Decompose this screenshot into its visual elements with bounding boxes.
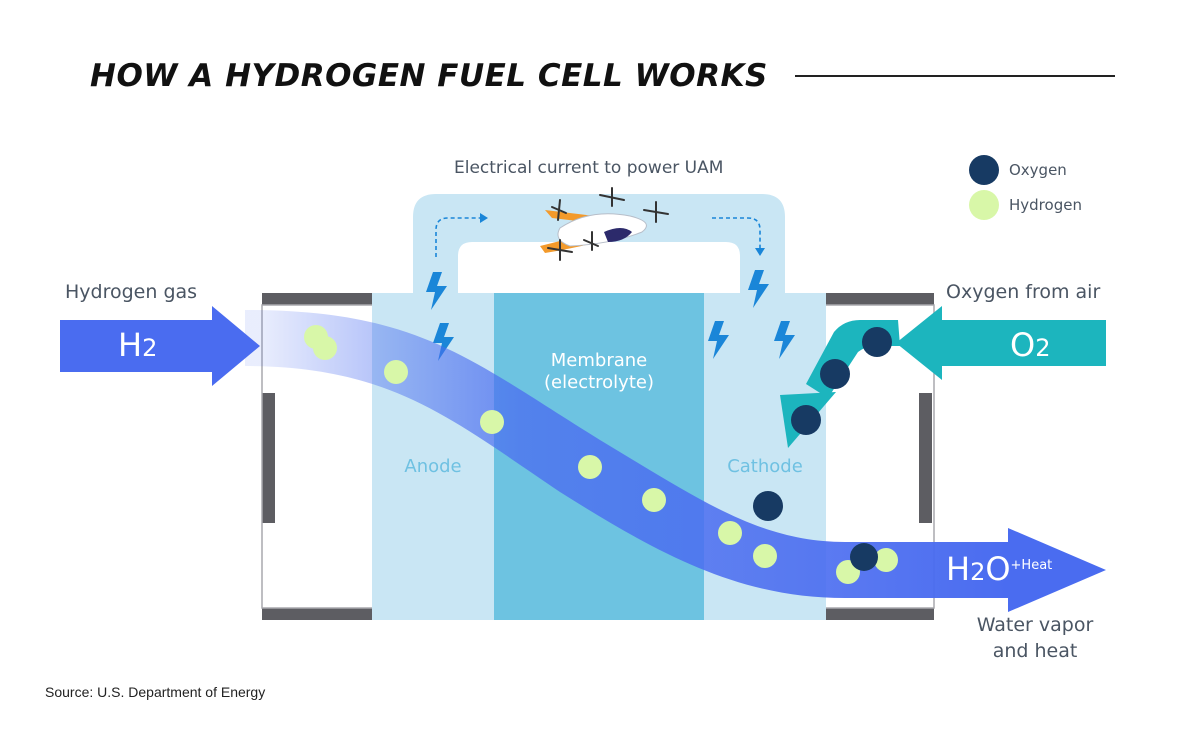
water-vapor-label: Water vapor and heat bbox=[955, 612, 1115, 664]
hydrogen-particle bbox=[874, 548, 898, 572]
hydrogen-particle bbox=[313, 336, 337, 360]
membrane-label: Membrane (electrolyte) bbox=[494, 350, 704, 394]
legend-hydrogen-label: Hydrogen bbox=[1009, 196, 1082, 214]
hydrogen-particle bbox=[384, 360, 408, 384]
source-note: Source: U.S. Department of Energy bbox=[45, 684, 266, 700]
page-title: HOW A HYDROGEN FUEL CELL WORKS bbox=[90, 58, 768, 94]
current-arrow-left bbox=[435, 217, 482, 257]
current-arrow-right bbox=[712, 217, 761, 250]
hydrogen-particle bbox=[718, 521, 742, 545]
h2o-formula-h: H bbox=[946, 550, 971, 588]
current-arrowhead-right bbox=[755, 248, 765, 256]
water-vapor-line1: Water vapor bbox=[976, 614, 1094, 636]
cathode-label: Cathode bbox=[727, 456, 803, 477]
o2-formula-main: O bbox=[1010, 326, 1036, 364]
lightning-icon bbox=[748, 270, 769, 308]
h2o-formula-o: O bbox=[985, 550, 1011, 588]
uam-aircraft-icon bbox=[540, 187, 669, 261]
oxygen-particle bbox=[862, 327, 892, 357]
frame-top-right bbox=[824, 293, 934, 305]
water-vapor-line2: and heat bbox=[992, 640, 1078, 662]
o2-formula-sub: 2 bbox=[1035, 334, 1051, 362]
circuit-loop bbox=[413, 194, 785, 293]
hydrogen-particles bbox=[304, 325, 898, 584]
lightning-icon bbox=[774, 321, 795, 359]
h2-formula: H2 bbox=[118, 326, 157, 364]
anode-label: Anode bbox=[404, 456, 462, 477]
h2o-formula: H2O+Heat bbox=[946, 550, 1052, 588]
legend-oxygen-label: Oxygen bbox=[1009, 161, 1067, 179]
lightning-icon bbox=[426, 272, 447, 310]
o2-inlet-arrow bbox=[896, 306, 1106, 380]
hydrogen-particle bbox=[480, 410, 504, 434]
oxygen-particles bbox=[753, 327, 892, 571]
hydrogen-particle bbox=[578, 455, 602, 479]
title-rule bbox=[795, 75, 1115, 77]
oxygen-particle bbox=[753, 491, 783, 521]
oxygen-particle bbox=[791, 405, 821, 435]
frame-right-post bbox=[919, 393, 932, 523]
frame-bottom-right bbox=[824, 608, 934, 620]
hydrogen-flow-band bbox=[245, 310, 1010, 598]
lightning-icon bbox=[433, 323, 454, 361]
membrane-label-line1: Membrane bbox=[550, 350, 648, 371]
oxygen-particle bbox=[820, 359, 850, 389]
frame-top-left bbox=[262, 293, 374, 305]
h2o-heat-label: +Heat bbox=[1010, 558, 1053, 573]
hydrogen-particle bbox=[753, 544, 777, 568]
cell-frame bbox=[262, 293, 934, 620]
h2-formula-sub: 2 bbox=[142, 334, 158, 362]
current-arrowhead-left bbox=[480, 213, 488, 223]
electrical-current-label: Electrical current to power UAM bbox=[454, 158, 724, 178]
membrane-label-line2: (electrolyte) bbox=[544, 372, 654, 393]
h2o-arrowhead bbox=[1008, 528, 1106, 612]
frame-bottom-left bbox=[262, 608, 374, 620]
hydrogen-particle bbox=[642, 488, 666, 512]
oxygen-from-air-label: Oxygen from air bbox=[946, 281, 1101, 303]
h2o-formula-sub: 2 bbox=[970, 558, 986, 586]
hydrogen-gas-label: Hydrogen gas bbox=[65, 281, 198, 303]
frame-left-post bbox=[262, 393, 275, 523]
legend-oxygen-swatch bbox=[969, 155, 999, 185]
legend-hydrogen-swatch bbox=[969, 190, 999, 220]
oxygen-particle bbox=[850, 543, 878, 571]
o2-formula: O2 bbox=[1010, 326, 1050, 364]
lightning-icon bbox=[708, 321, 729, 359]
lightning-icons bbox=[426, 270, 795, 361]
h2-inlet-arrow bbox=[60, 306, 260, 386]
h2-formula-main: H bbox=[118, 326, 143, 364]
